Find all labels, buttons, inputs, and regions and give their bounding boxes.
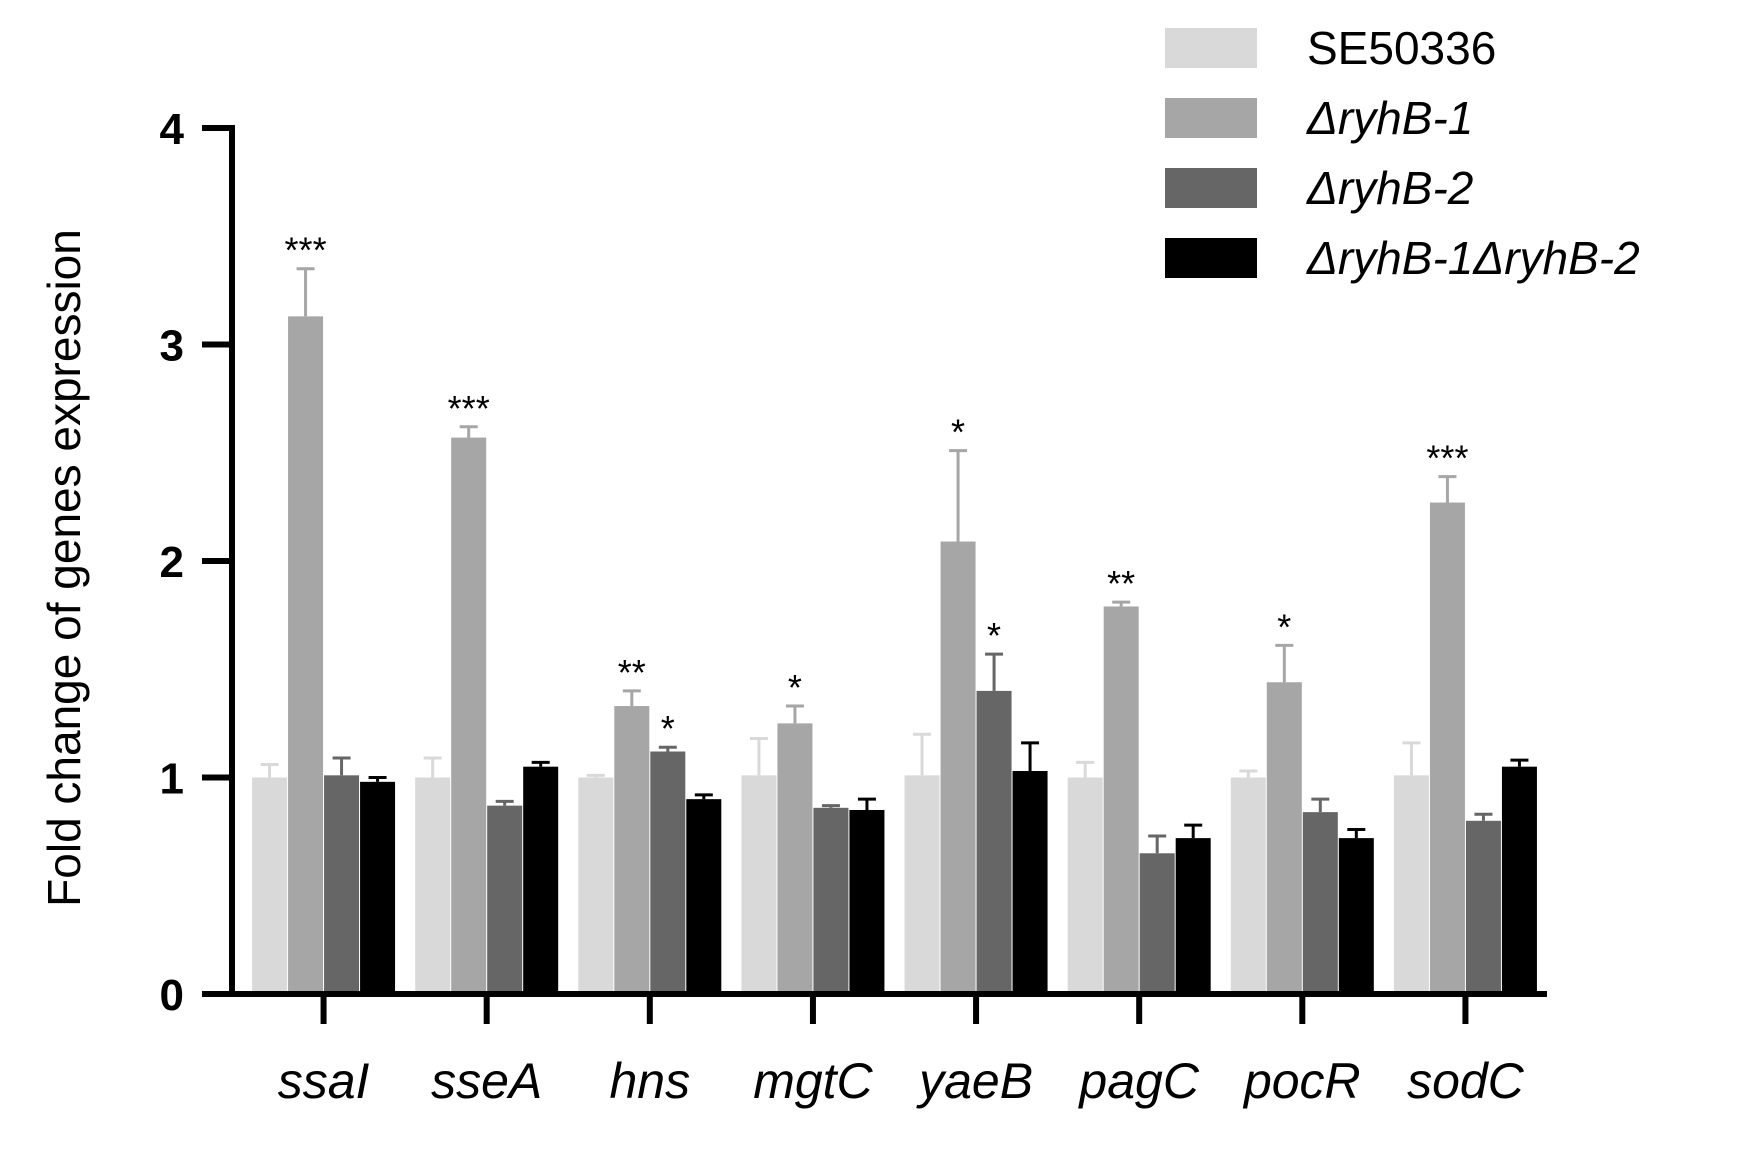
- legend-swatch-1: [1165, 98, 1257, 138]
- bar-yaeB-series-3: [1012, 771, 1048, 994]
- significance-layer: ******************: [285, 230, 1469, 749]
- bar-ssaI-series-3: [360, 781, 396, 994]
- bar-sodC-series-0: [1393, 775, 1429, 994]
- x-tick-label-hns: hns: [610, 1053, 691, 1109]
- bar-sodC-series-1: [1429, 502, 1465, 994]
- bar-sseA-series-2: [487, 805, 523, 994]
- legend-label-2: ΔryhB-2: [1306, 162, 1473, 214]
- bar-sseA-series-1: [451, 437, 487, 995]
- bar-pagC-series-0: [1067, 777, 1103, 994]
- bar-sodC-series-2: [1465, 820, 1501, 994]
- bar-hns-series-3: [686, 799, 722, 994]
- x-tick-label-sodC: sodC: [1407, 1053, 1525, 1109]
- legend-swatch-0: [1165, 28, 1257, 68]
- y-tick-label-4: 4: [160, 105, 185, 154]
- legend-swatch-3: [1165, 238, 1257, 278]
- y-tick-label-2: 2: [160, 538, 184, 587]
- legend-label-0: SE50336: [1307, 22, 1496, 74]
- bar-yaeB-series-0: [904, 775, 940, 994]
- x-tick-label-ssaI: ssaI: [278, 1053, 370, 1109]
- bar-mgtC-series-2: [813, 807, 849, 994]
- bar-hns-series-1: [614, 706, 650, 994]
- bars-layer: [252, 316, 1537, 995]
- legend-label-3: ΔryhB-1ΔryhB-2: [1306, 232, 1640, 284]
- bar-ssaI-series-1: [288, 316, 324, 995]
- y-axis-label: Fold change of genes expression: [38, 229, 90, 907]
- bar-pocR-series-1: [1266, 682, 1302, 994]
- legend-label-1: ΔryhB-1: [1306, 92, 1473, 144]
- bar-sseA-series-0: [415, 777, 451, 994]
- significance-sseA-series-1: ***: [448, 388, 490, 429]
- bar-hns-series-0: [578, 777, 614, 994]
- x-tick-label-pocR: pocR: [1242, 1053, 1361, 1109]
- bar-pagC-series-3: [1175, 838, 1211, 994]
- bar-pocR-series-3: [1338, 838, 1374, 994]
- bar-pocR-series-2: [1302, 812, 1338, 994]
- significance-pagC-series-1: **: [1107, 563, 1135, 604]
- bar-yaeB-series-2: [976, 690, 1012, 994]
- bar-sseA-series-3: [523, 766, 559, 994]
- bar-pocR-series-0: [1230, 777, 1266, 994]
- significance-mgtC-series-1: *: [788, 667, 802, 708]
- x-tick-label-sseA: sseA: [431, 1053, 542, 1109]
- significance-yaeB-series-2: *: [987, 615, 1001, 656]
- x-tick-label-mgtC: mgtC: [753, 1053, 873, 1109]
- bar-ssaI-series-0: [252, 777, 288, 994]
- y-tick-label-3: 3: [160, 322, 184, 371]
- error-bars-layer: [260, 267, 1529, 854]
- y-tick-label-0: 0: [160, 971, 184, 1020]
- legend-swatch-2: [1165, 168, 1257, 208]
- significance-sodC-series-1: ***: [1426, 438, 1468, 479]
- significance-hns-series-1: **: [618, 652, 646, 693]
- bar-sodC-series-3: [1501, 766, 1537, 994]
- bar-mgtC-series-0: [741, 775, 777, 994]
- bar-ssaI-series-2: [324, 775, 360, 994]
- significance-hns-series-2: *: [661, 708, 675, 749]
- bar-hns-series-2: [650, 751, 686, 994]
- bar-mgtC-series-1: [777, 723, 813, 994]
- bar-mgtC-series-3: [849, 809, 885, 994]
- x-tick-label-pagC: pagC: [1077, 1053, 1199, 1109]
- bar-yaeB-series-1: [940, 541, 976, 994]
- significance-yaeB-series-1: *: [951, 412, 965, 453]
- significance-ssaI-series-1: ***: [285, 230, 327, 271]
- bar-pagC-series-2: [1139, 853, 1175, 994]
- x-tick-label-yaeB: yaeB: [916, 1053, 1033, 1109]
- axes-layer: ssaI sseA hns mgtC yaeB pagC pocR sodC 0 1 2 3 4: [160, 105, 1547, 1109]
- significance-pocR-series-1: *: [1277, 606, 1291, 647]
- y-tick-label-1: 1: [160, 755, 184, 804]
- bar-pagC-series-1: [1103, 606, 1139, 994]
